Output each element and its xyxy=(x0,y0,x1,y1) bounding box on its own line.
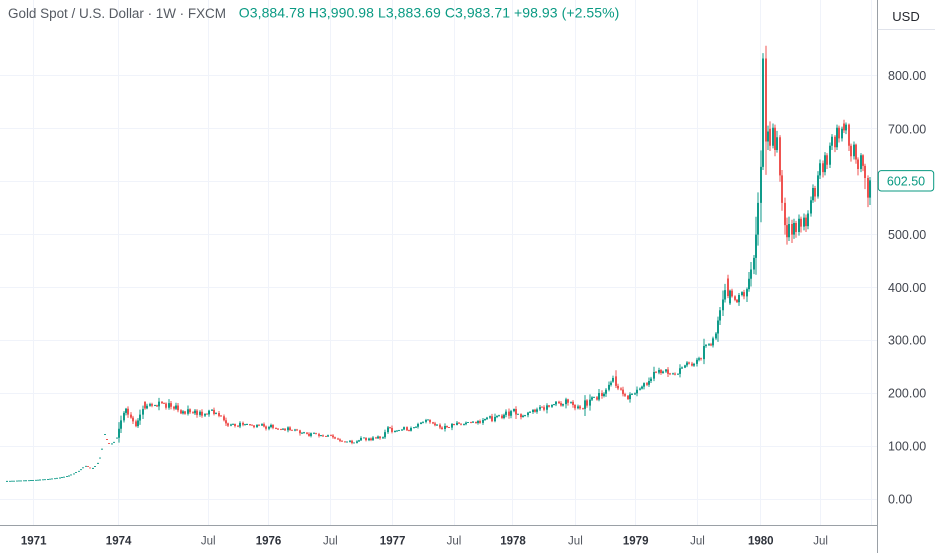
svg-text:1974: 1974 xyxy=(106,536,132,548)
svg-text:0.00: 0.00 xyxy=(888,492,912,506)
svg-text:200.00: 200.00 xyxy=(888,387,926,401)
svg-text:Jul: Jul xyxy=(690,536,705,548)
svg-text:300.00: 300.00 xyxy=(888,334,926,348)
svg-text:O3,884.78 H3,990.98 L3,883.69: O3,884.78 H3,990.98 L3,883.69 C3,983.71 … xyxy=(239,5,620,21)
svg-text:602.50: 602.50 xyxy=(887,174,925,188)
svg-text:500.00: 500.00 xyxy=(888,228,926,242)
svg-text:1971: 1971 xyxy=(21,536,47,548)
svg-text:Jul: Jul xyxy=(323,536,338,548)
svg-text:800.00: 800.00 xyxy=(888,69,926,83)
svg-text:1978: 1978 xyxy=(500,536,526,548)
svg-text:Jul: Jul xyxy=(813,536,828,548)
svg-text:400.00: 400.00 xyxy=(888,281,926,295)
svg-text:1980: 1980 xyxy=(748,536,774,548)
svg-text:100.00: 100.00 xyxy=(888,440,926,454)
svg-text:Jul: Jul xyxy=(447,536,462,548)
svg-text:1977: 1977 xyxy=(380,536,406,548)
svg-text:700.00: 700.00 xyxy=(888,122,926,136)
svg-text:1976: 1976 xyxy=(256,536,282,548)
svg-text:USD: USD xyxy=(892,9,919,24)
svg-text:Gold Spot / U.S. Dollar · 1W ·: Gold Spot / U.S. Dollar · 1W · FXCM xyxy=(8,6,226,21)
svg-text:Jul: Jul xyxy=(568,536,583,548)
svg-text:1979: 1979 xyxy=(623,536,649,548)
svg-text:Jul: Jul xyxy=(201,536,216,548)
